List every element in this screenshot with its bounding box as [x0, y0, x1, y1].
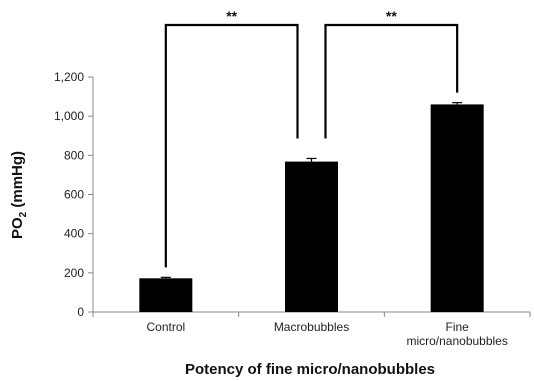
significance-bracket: [164, 23, 299, 268]
bar: [430, 104, 484, 313]
significance-bracket: [324, 23, 459, 139]
x-tick-label-line: Macrobubbles: [274, 320, 349, 334]
y-tick-label: 400: [64, 227, 84, 241]
significance-label: **: [226, 8, 237, 24]
significance-label: **: [386, 8, 397, 24]
y-tick-label: 0: [77, 305, 84, 319]
y-axis: 0 200 400 600 800 1,000 1,200: [54, 70, 94, 319]
x-tick-label-line: Fine: [445, 320, 469, 334]
y-axis-title: PO2 (mmHg): [9, 151, 29, 239]
x-axis-title: Potency of fine micro/nanobubbles: [185, 361, 435, 378]
y-axis-title-main: PO: [9, 217, 26, 239]
x-axis: Control Macrobubbles Fine micro/nanobubbles: [92, 311, 531, 348]
x-tick-label-line: Control: [146, 320, 185, 334]
y-tick-label: 1,200: [54, 70, 84, 84]
y-tick-label: 800: [64, 148, 84, 162]
significance-brackets: ** **: [164, 8, 459, 268]
x-tick-label: Macrobubbles: [274, 320, 349, 334]
y-axis-title-subscript: 2: [18, 211, 29, 217]
y-tick-label: 1,000: [54, 109, 84, 123]
x-tick-label: Control: [146, 320, 185, 334]
y-tick-label: 200: [64, 266, 84, 280]
error-bars: [160, 102, 463, 279]
x-tick-label-line: micro/nanobubbles: [406, 334, 507, 348]
y-tick-label: 600: [64, 188, 84, 202]
bar: [285, 161, 338, 312]
bar: [139, 278, 193, 312]
y-axis-title-rest: (mmHg): [9, 151, 26, 212]
x-tick-label: Fine micro/nanobubbles: [406, 320, 507, 348]
bars: [139, 104, 484, 313]
